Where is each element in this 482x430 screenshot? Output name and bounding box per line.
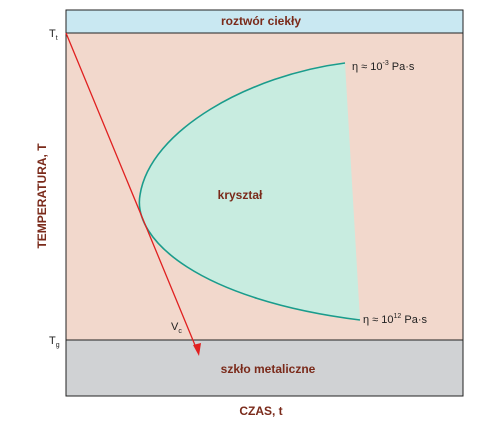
viscosity-label-top: η ≈ 10-3 Pa·s xyxy=(352,60,415,73)
glass-region xyxy=(66,340,463,396)
liquid-region xyxy=(66,10,463,33)
crystal-region xyxy=(139,63,360,320)
y-axis-label: TEMPERATURA, T xyxy=(35,143,49,249)
crystallization-curve xyxy=(138,62,361,321)
cooling-line xyxy=(65,32,198,351)
crystal-label: kryształ xyxy=(218,188,263,202)
viscosity-label-bottom: η ≈ 1012 Pa·s xyxy=(363,313,427,326)
cooling-line-arrowhead xyxy=(193,343,201,356)
cooling-rate-label: Vc xyxy=(171,321,182,335)
diagram-frame xyxy=(65,9,464,397)
tick-tg: Tg xyxy=(49,335,60,349)
tick-tt: Tt xyxy=(49,28,58,42)
glass-label: szkło metaliczne xyxy=(221,362,316,376)
liquid-label: roztwór ciekły xyxy=(221,14,301,28)
x-axis-label: CZAS, t xyxy=(239,404,282,418)
